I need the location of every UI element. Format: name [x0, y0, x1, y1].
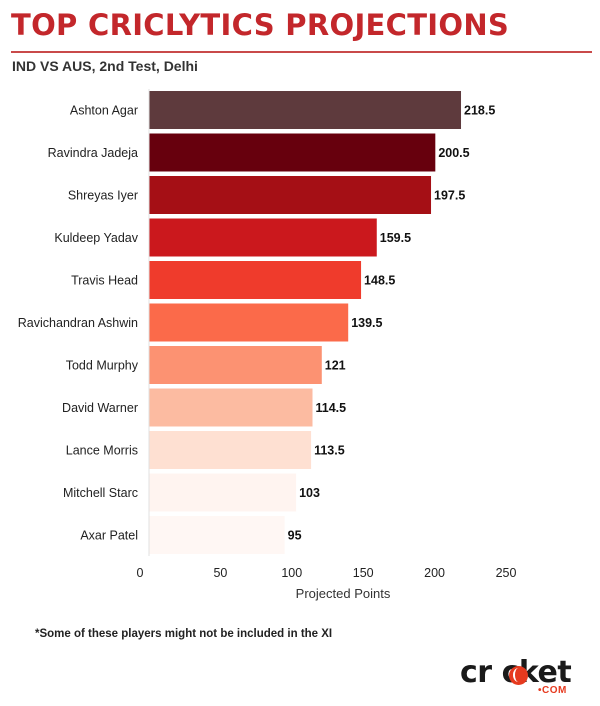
bar-chart: Ashton Agar 218.5 Ravindra Jadeja 200.5 Shre… — [18, 89, 517, 601]
category-label: Ashton Agar — [70, 104, 138, 118]
value-label: 103 — [299, 486, 320, 500]
category-label: Kuldeep Yadav — [54, 231, 138, 245]
value-label: 218.5 — [464, 104, 495, 118]
x-axis: 0 50 100 150 200 250 Projected Points — [137, 89, 517, 601]
title-divider — [11, 51, 592, 53]
category-label: Travis Head — [71, 274, 138, 288]
bar-ashton-agar — [149, 91, 462, 129]
chart-title: TOP CRICLYTICS PROJECTIONS — [11, 8, 510, 42]
category-label: Shreyas Iyer — [68, 189, 138, 203]
x-tick-label: 250 — [496, 566, 517, 580]
bars-layer — [149, 91, 462, 554]
x-tick-label: 200 — [424, 566, 445, 580]
value-label: 114.5 — [316, 401, 347, 415]
bar-axar-patel — [149, 516, 285, 554]
x-tick-label: 150 — [353, 566, 374, 580]
chart-subtitle: IND VS AUS, 2nd Test, Delhi — [12, 58, 198, 74]
bar-ravindra-jadeja — [149, 133, 436, 172]
footnote: *Some of these players might not be incl… — [35, 628, 333, 640]
x-tick-label: 0 — [137, 566, 144, 580]
category-label: Ravichandran Ashwin — [18, 316, 138, 330]
logo-suffix: •COM — [538, 685, 567, 696]
x-axis-title: Projected Points — [296, 586, 391, 601]
bar-travis-head — [149, 261, 362, 299]
cricket-ball-icon — [509, 666, 528, 685]
value-label: 113.5 — [314, 444, 345, 458]
bar-shreyas-iyer — [149, 176, 432, 214]
bar-ravichandran-ashwin — [149, 303, 349, 342]
category-label: Mitchell Starc — [63, 486, 138, 500]
value-label: 95 — [288, 529, 302, 543]
category-label: Lance Morris — [66, 444, 138, 458]
labels-layer: Ashton Agar 218.5 Ravindra Jadeja 200.5 Shre… — [18, 104, 496, 543]
category-label: Ravindra Jadeja — [48, 146, 138, 160]
category-label: David Warner — [62, 401, 138, 415]
category-label: Todd Murphy — [66, 359, 139, 373]
value-label: 197.5 — [434, 189, 465, 203]
bar-mitchell-starc — [149, 473, 297, 512]
category-label: Axar Patel — [80, 529, 138, 543]
x-tick-label: 50 — [213, 566, 227, 580]
value-label: 159.5 — [380, 231, 411, 245]
bar-lance-morris — [149, 431, 312, 469]
bar-david-warner — [149, 388, 313, 427]
logo-word-start: cr — [460, 655, 492, 690]
value-label: 200.5 — [438, 146, 469, 160]
value-label: 148.5 — [364, 274, 395, 288]
bar-todd-murphy — [149, 346, 322, 384]
bar-kuldeep-yadav — [149, 218, 377, 257]
brand-logo: cr cket •COM — [460, 658, 580, 698]
value-label: 121 — [325, 359, 346, 373]
x-tick-label: 100 — [281, 566, 302, 580]
value-label: 139.5 — [351, 316, 382, 330]
